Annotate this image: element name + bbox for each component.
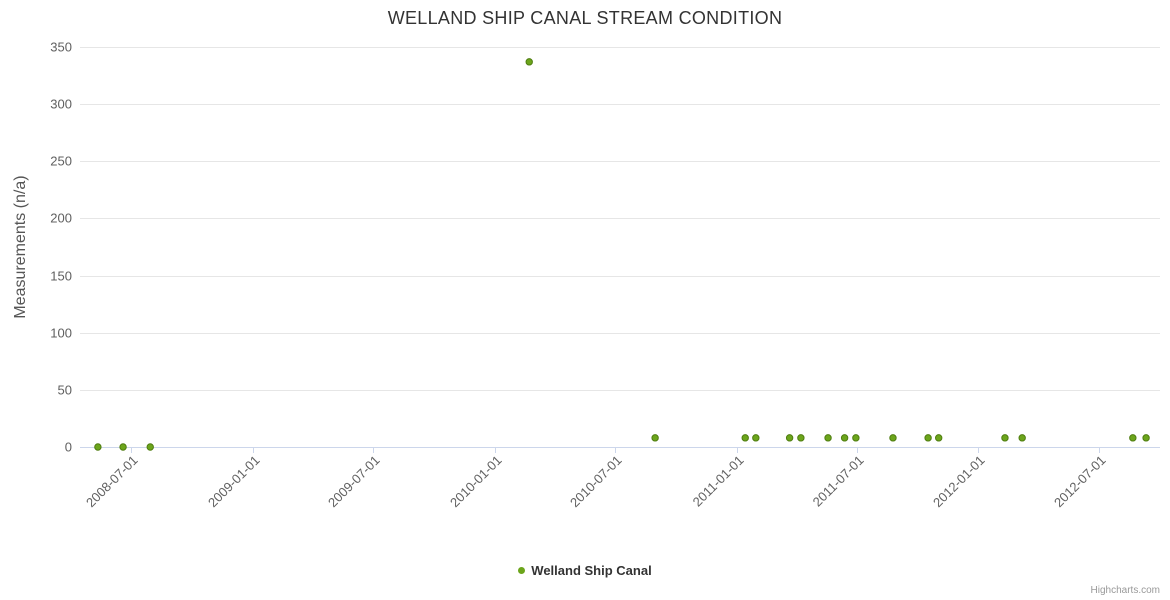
y-tick-label: 100: [50, 326, 72, 341]
legend-label: Welland Ship Canal: [531, 563, 652, 578]
data-point[interactable]: [146, 443, 154, 451]
x-tick-label: 2008-07-01: [83, 453, 141, 511]
data-point[interactable]: [852, 434, 860, 442]
x-tick-label: 2011-07-01: [810, 453, 867, 510]
y-tick-label: 250: [50, 154, 72, 169]
x-tick-label: 2011-01-01: [690, 453, 747, 510]
x-tick-label: 2009-07-01: [325, 453, 383, 511]
data-point[interactable]: [525, 58, 533, 66]
data-point[interactable]: [119, 443, 127, 451]
y-tick-label: 350: [50, 40, 72, 55]
data-point[interactable]: [785, 434, 794, 442]
x-tick-label: 2009-01-01: [205, 453, 263, 511]
x-tick-label: 2012-01-01: [930, 453, 988, 511]
data-point[interactable]: [840, 434, 849, 442]
data-point[interactable]: [824, 434, 832, 442]
x-tick-label: 2010-01-01: [447, 453, 505, 511]
data-point[interactable]: [752, 434, 760, 442]
y-tick-label: 150: [50, 269, 72, 284]
data-point[interactable]: [741, 434, 749, 442]
data-point[interactable]: [651, 434, 659, 442]
data-point[interactable]: [797, 434, 805, 442]
y-tick-label: 200: [50, 211, 72, 226]
data-point[interactable]: [1129, 434, 1137, 442]
legend-marker-icon: [518, 567, 526, 574]
data-point[interactable]: [889, 434, 897, 442]
data-point[interactable]: [1001, 434, 1009, 442]
data-point[interactable]: [934, 434, 943, 442]
legend-item[interactable]: Welland Ship Canal: [0, 563, 1170, 578]
y-tick-label: 300: [50, 97, 72, 112]
x-tick-label: 2010-07-01: [567, 453, 625, 511]
data-point[interactable]: [94, 443, 102, 451]
data-point[interactable]: [924, 434, 932, 442]
data-point[interactable]: [1018, 434, 1026, 442]
data-point[interactable]: [1142, 434, 1150, 442]
y-tick-label: 50: [58, 383, 72, 398]
chart-title: WELLAND SHIP CANAL STREAM CONDITION: [387, 8, 783, 28]
y-tick-label: 0: [65, 440, 72, 455]
x-tick-label: 2012-07-01: [1051, 453, 1109, 511]
highcharts-credits[interactable]: Highcharts.com: [1090, 585, 1160, 596]
